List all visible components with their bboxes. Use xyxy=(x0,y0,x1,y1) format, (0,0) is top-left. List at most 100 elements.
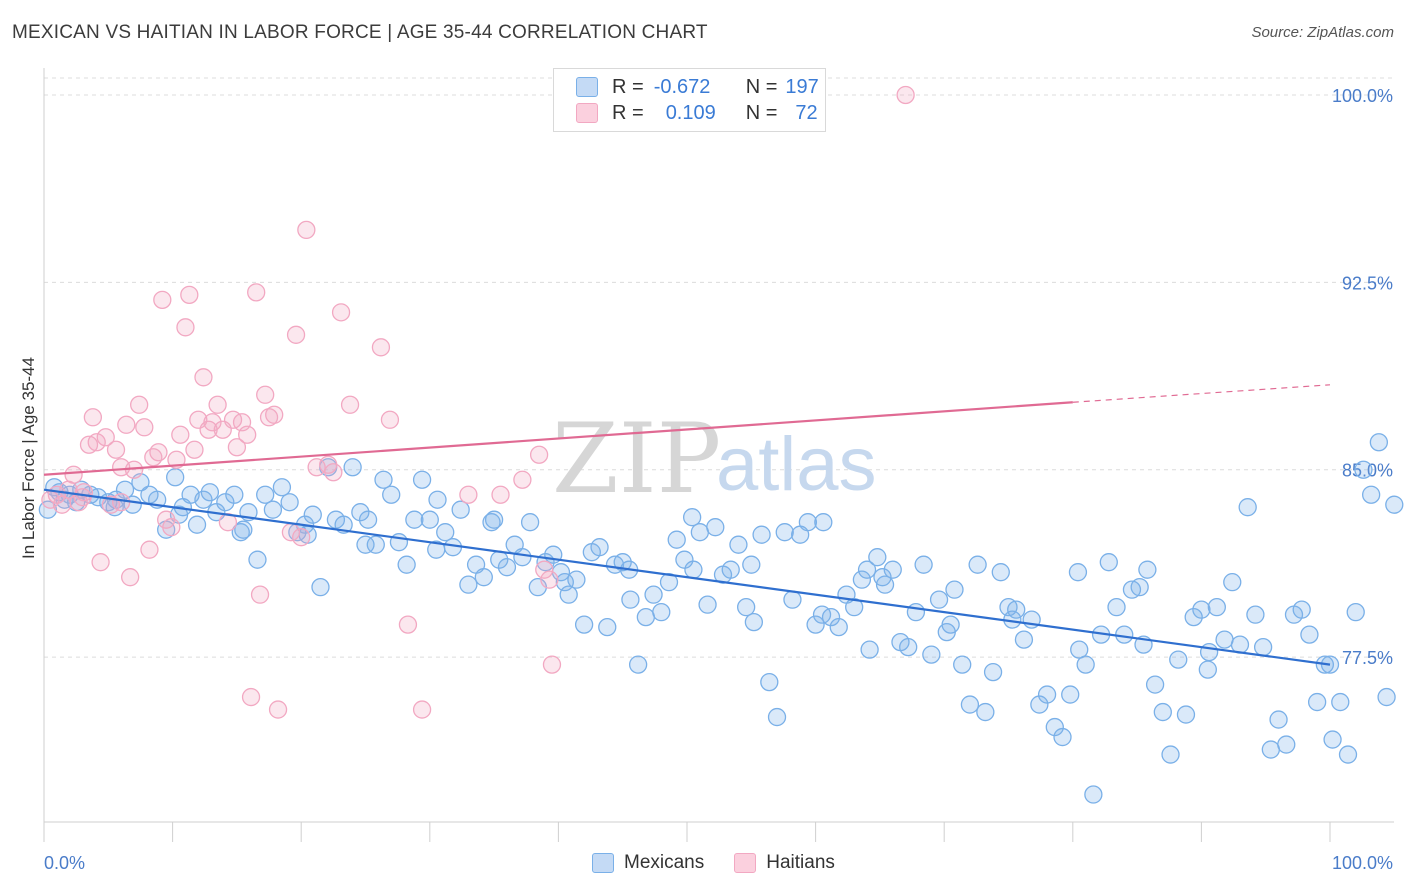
mexicans-point xyxy=(474,568,493,587)
mexicans-point xyxy=(1223,573,1242,592)
mexicans-point xyxy=(991,563,1010,582)
mexicans-point xyxy=(1030,695,1049,714)
mexicans-point xyxy=(883,560,902,579)
mexicans-point xyxy=(729,535,748,554)
haitians-point xyxy=(307,458,326,477)
mexicans-point xyxy=(636,607,655,627)
mexicans-point xyxy=(382,485,401,504)
haitians-point xyxy=(185,440,204,459)
tick-labels: 77.5% 85.0% 92.5% 100.0% 0.0% 100.0% xyxy=(44,86,1393,873)
mexicans-point xyxy=(420,510,439,529)
mexicans-point xyxy=(1184,607,1203,627)
haitians-swatch xyxy=(576,103,598,123)
mexicans-point xyxy=(1323,730,1342,749)
mexicans-point xyxy=(256,485,275,504)
haitians-point xyxy=(542,655,562,674)
haitians-point xyxy=(208,395,227,414)
mexicans-point xyxy=(166,468,185,487)
haitians-points xyxy=(41,85,915,719)
haitians-point xyxy=(371,338,391,357)
mexicans-point xyxy=(814,513,833,532)
mexicans-point xyxy=(356,535,375,554)
legend-item-mexicans: Mexicans xyxy=(592,852,704,874)
mexicans-point xyxy=(690,523,710,542)
mexicans-point xyxy=(1300,625,1319,644)
mexicans-point xyxy=(555,573,574,592)
mexicans-point xyxy=(1261,740,1280,759)
mexicans-point xyxy=(574,615,594,634)
mexicans-point xyxy=(941,615,960,634)
haitians-point xyxy=(227,438,247,457)
mexicans-point xyxy=(706,518,725,537)
haitians-point xyxy=(459,485,478,504)
watermark-zip: ZIP xyxy=(552,403,721,515)
haitians-point xyxy=(162,518,181,537)
mexicans-point xyxy=(412,470,432,489)
mexicans-point xyxy=(405,510,424,529)
mexicans-point xyxy=(1070,640,1089,659)
watermark-atlas: atlas xyxy=(716,422,877,507)
haitians-point xyxy=(144,448,163,467)
mexicans-trend-line xyxy=(43,488,1331,666)
haitians-point xyxy=(73,488,92,507)
mexicans-point xyxy=(1053,727,1072,747)
haitians-point xyxy=(412,700,432,719)
mexicans-point xyxy=(644,585,663,604)
haitians-point xyxy=(112,493,131,512)
mexicans-point xyxy=(1068,563,1088,582)
haitians-point xyxy=(194,368,213,387)
haitians-point xyxy=(130,395,149,414)
mexicans-point xyxy=(1238,498,1257,517)
mexicans-point xyxy=(484,510,504,529)
haitians-point xyxy=(121,568,140,587)
mexicans-point xyxy=(520,513,540,532)
haitians-point xyxy=(896,85,915,105)
haitians-point xyxy=(91,553,110,572)
mexicans-point xyxy=(263,500,283,519)
legend-item-haitians: Haitians xyxy=(734,852,835,874)
haitians-point xyxy=(297,220,316,240)
haitians-point xyxy=(340,395,360,414)
mexicans-point xyxy=(1107,597,1126,617)
mexicans-point xyxy=(1307,692,1327,712)
mexicans-point xyxy=(945,580,964,599)
mexicans-point xyxy=(1354,460,1373,479)
mexicans-point xyxy=(806,615,825,634)
mexicans-point xyxy=(374,470,393,489)
mexicans-point xyxy=(968,555,987,574)
mexicans-point xyxy=(868,548,887,567)
mexicans-point xyxy=(187,515,207,534)
mexicans-point xyxy=(1292,600,1311,619)
haitians-point xyxy=(324,463,343,482)
legend-label-mexicans: Mexicans xyxy=(624,852,705,873)
haitians-point xyxy=(96,428,115,447)
correlation-legend: R = -0.672 N = 197 R = 0.109 N = 72 xyxy=(553,68,826,132)
haitians-trend-line xyxy=(43,401,1073,476)
mexicans-point xyxy=(1362,485,1381,504)
mexicans-point xyxy=(397,555,416,574)
mexicans-point xyxy=(613,553,632,572)
haitians-point xyxy=(250,585,270,604)
mexicans-point xyxy=(976,702,995,722)
haitians-point xyxy=(247,283,266,302)
mexicans-point xyxy=(567,570,586,589)
mexicans-point xyxy=(1130,578,1149,597)
mexicans-point xyxy=(366,535,385,554)
mexicans-point xyxy=(1084,785,1103,804)
trend-lines xyxy=(43,384,1331,666)
haitians-point xyxy=(529,445,549,464)
haitians-point xyxy=(153,290,172,309)
mexicans-point xyxy=(1115,625,1134,644)
haitians-point xyxy=(180,285,199,305)
y-tick-label: 100.0% xyxy=(1332,86,1393,106)
mexicans-point xyxy=(737,597,756,617)
mexicans-point xyxy=(428,490,447,509)
x-tick-label: 100.0% xyxy=(1332,853,1393,873)
mexicans-point xyxy=(684,560,703,579)
mexicans-point xyxy=(1207,597,1226,617)
mexicans-point xyxy=(1253,637,1273,657)
legend-row-haitians: R = 0.109 N = 72 xyxy=(576,101,818,125)
haitians-point xyxy=(64,465,83,484)
haitians-point xyxy=(380,410,400,429)
mexicans-point xyxy=(1007,600,1026,619)
